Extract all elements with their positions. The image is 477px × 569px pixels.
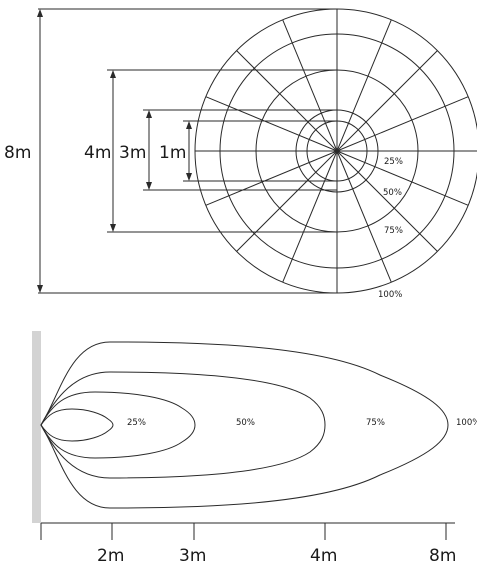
sector-line: [336, 150, 438, 252]
ring-75: [219, 33, 455, 269]
ring-label-75: 75%: [384, 226, 403, 236]
side-view: 25% 50% 75% 100% 2m 3m 4m 8m: [32, 331, 477, 566]
wall: [32, 331, 41, 523]
dimension-label-1m: 1m: [159, 143, 186, 163]
sector-line: [336, 150, 392, 283]
extension-lines: [38, 8, 337, 294]
ring-label-100: 100%: [378, 290, 402, 300]
sector-line: [336, 19, 392, 152]
dimension-arrows: [37, 9, 192, 293]
sector-line: [336, 150, 469, 206]
lobe-label-50: 50%: [236, 418, 255, 428]
ring-label-50: 50%: [383, 188, 402, 198]
axis-label-4m: 4m: [310, 546, 337, 566]
axis-label-2m: 2m: [97, 546, 124, 566]
axis-label-3m: 3m: [179, 546, 206, 566]
dimension-label-3m: 3m: [119, 143, 146, 163]
ring-label-25: 25%: [384, 157, 403, 167]
lobe-50: [40, 391, 196, 459]
top-view: 8m 4m 3m 1m 25% 50% 75% 100%: [2, 8, 477, 300]
lobe-label-75: 75%: [366, 418, 385, 428]
sector-line: [236, 50, 338, 152]
sector-line: [205, 96, 338, 152]
sector-line: [236, 150, 338, 252]
sector-line: [282, 19, 338, 152]
distance-axis: 2m 3m 4m 8m: [40, 522, 456, 566]
lobe-75: [40, 371, 326, 479]
sector-line: [205, 150, 338, 206]
sector-line: [336, 96, 469, 152]
dimension-label-4m: 4m: [84, 143, 111, 163]
dimension-label-8m: 8m: [4, 143, 31, 163]
sector-lines: [195, 9, 477, 293]
sector-line: [282, 150, 338, 283]
sector-line: [336, 50, 438, 152]
lobe-label-100: 100%: [456, 418, 477, 428]
lobe-25: [40, 408, 114, 442]
lobe-100: [40, 341, 449, 509]
lobe-label-25: 25%: [127, 418, 146, 428]
axis-label-8m: 8m: [429, 546, 456, 566]
